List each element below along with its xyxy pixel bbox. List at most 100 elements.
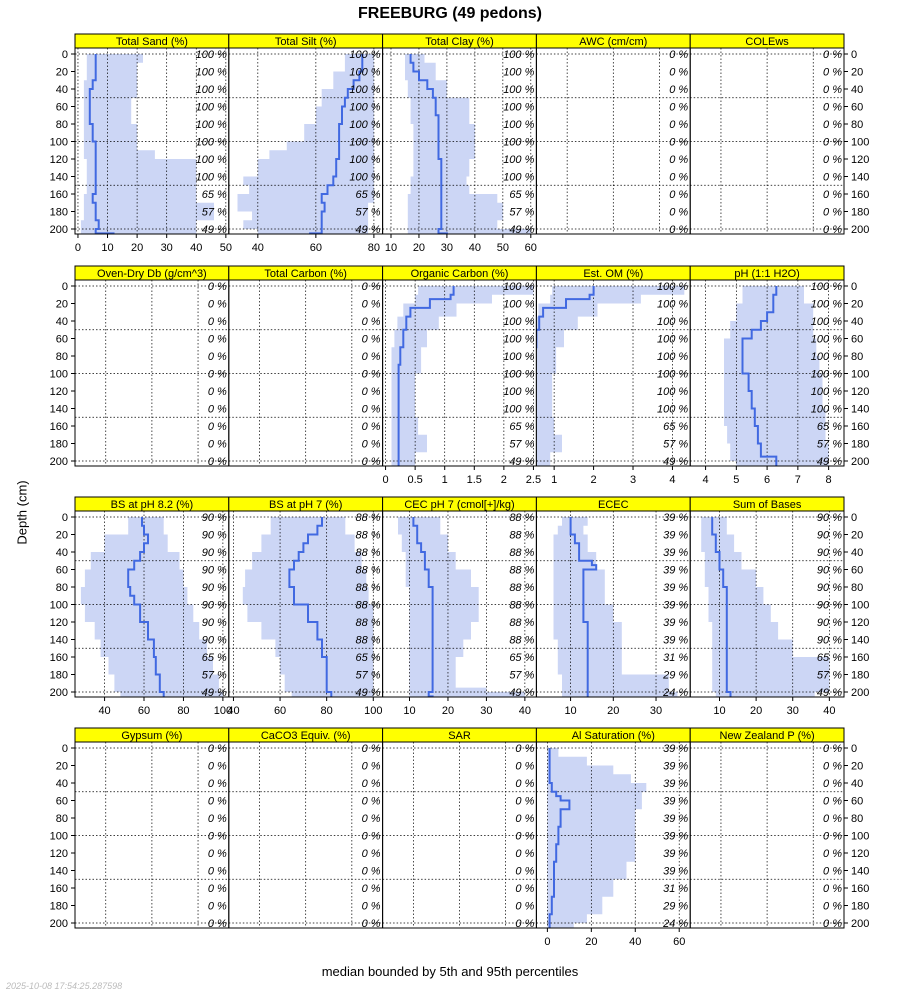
pct-label: 100 % (196, 84, 227, 96)
pct-label: 49 % (817, 456, 842, 468)
pct-label: 57 % (509, 439, 534, 451)
pct-label: 100 % (349, 154, 380, 166)
panel-organic-carbon: Organic Carbon (%)100 %100 %100 %100 %10… (382, 265, 537, 468)
y-tick-label: 40 (851, 547, 863, 559)
pct-label: 49 % (817, 687, 842, 699)
y-tick-label: 140 (50, 404, 68, 416)
pct-label: 0 % (362, 439, 381, 451)
y-tick-label: 120 (851, 617, 869, 629)
pct-label: 0 % (823, 796, 842, 808)
x-tick-label: 40 (823, 705, 835, 717)
x-tick-label: 10 (713, 705, 725, 717)
x-tick-label: 20 (607, 705, 619, 717)
x-tick-label: 20 (442, 705, 454, 717)
pct-label: 100 % (196, 49, 227, 61)
y-tick-label: 80 (56, 119, 68, 131)
y-tick-label: 140 (50, 635, 68, 647)
pct-label: 0 % (823, 761, 842, 773)
y-tick-label: 160 (851, 189, 869, 201)
median-line (88, 54, 115, 234)
x-tick-label: 60 (673, 936, 685, 948)
panel-title: BS at pH 7 (%) (269, 499, 342, 511)
x-tick-label: 2.5 (526, 474, 541, 486)
pct-label: 100 % (811, 281, 842, 293)
pct-label: 88 % (356, 582, 381, 594)
pct-label: 88 % (509, 635, 534, 647)
pct-label: 0 % (823, 831, 842, 843)
pct-label: 100 % (657, 351, 688, 363)
panel-title: COLEws (745, 36, 789, 48)
y-tick-label: 140 (851, 866, 869, 878)
pct-label: 39 % (663, 848, 688, 860)
pct-label: 0 % (208, 299, 227, 311)
pct-label: 57 % (509, 207, 534, 219)
pct-label: 90 % (202, 547, 227, 559)
y-tick-label: 40 (851, 84, 863, 96)
pct-label: 100 % (657, 299, 688, 311)
y-tick-label: 120 (851, 154, 869, 166)
x-tick-label: 20 (413, 242, 425, 254)
y-tick-label: 100 (851, 600, 869, 612)
pct-label: 0 % (208, 439, 227, 451)
median-line (741, 286, 778, 466)
y-tick-label: 40 (851, 316, 863, 328)
pct-label: 0 % (208, 831, 227, 843)
x-tick-label: 80 (321, 705, 333, 717)
pct-label: 0 % (362, 421, 381, 433)
panel-row-2: Oven-Dry Db (g/cm^3)0 %0 %0 %0 %0 %0 %0 … (50, 265, 869, 486)
y-tick-label: 20 (56, 299, 68, 311)
median-line (409, 54, 448, 234)
x-tick-label: 30 (161, 242, 173, 254)
panel-title: AWC (cm/cm) (579, 36, 647, 48)
y-tick-label: 0 (62, 49, 68, 61)
pct-label: 0 % (208, 813, 227, 825)
y-tick-label: 180 (851, 207, 869, 219)
pct-label: 49 % (356, 224, 381, 236)
pct-label: 0 % (823, 49, 842, 61)
y-tick-label: 200 (851, 456, 869, 468)
pct-label: 0 % (208, 386, 227, 398)
pct-label: 0 % (669, 154, 688, 166)
pct-label: 39 % (663, 866, 688, 878)
pct-label: 0 % (362, 351, 381, 363)
pct-label: 0 % (515, 848, 534, 860)
panel-title: pH (1:1 H2O) (734, 268, 799, 280)
pct-label: 0 % (515, 901, 534, 913)
pct-label: 0 % (515, 918, 534, 930)
panel-total-carbon: Total Carbon (%) 0 % 0 % 0 % 0 % 0 % 0 % 0 % 0 %… (228, 265, 384, 468)
y-tick-label: 180 (50, 439, 68, 451)
y-tick-label: 40 (56, 84, 68, 96)
x-tick-label: 40 (190, 242, 202, 254)
y-tick-label: 160 (50, 421, 68, 433)
pct-label: 57 % (817, 439, 842, 451)
median-line (288, 517, 333, 697)
pct-label: 0 % (362, 369, 381, 381)
panel-total-clay: Total Clay (%) 100 % 100 % 100 % 100 % 100 % 1… (382, 33, 537, 236)
pct-label: 0 % (823, 137, 842, 149)
pct-label: 100 % (503, 299, 534, 311)
pct-label: 90 % (202, 617, 227, 629)
pct-label: 100 % (811, 351, 842, 363)
pct-label: 88 % (509, 512, 534, 524)
y-tick-label: 180 (851, 439, 869, 451)
pct-label: 57 % (356, 670, 381, 682)
pct-label: 100 % (657, 404, 688, 416)
pct-label: 0 % (823, 866, 842, 878)
pct-label: 0 % (208, 334, 227, 346)
y-tick-label: 40 (851, 778, 863, 790)
pct-label: 88 % (509, 617, 534, 629)
panel-ph-1-1-h2o: pH (1:1 H2O) 100 % 100 % 100 % 100 % 100 % 100… (689, 265, 845, 468)
pct-label: 100 % (196, 137, 227, 149)
x-tick-label: 2 (591, 474, 597, 486)
pct-label: 0 % (208, 281, 227, 293)
panel-awc-cm-cm: AWC (cm/cm) 0 % 0 % 0 % 0 % 0 % 0 % 0 % 0 % 0 % 0 … (535, 33, 691, 236)
pct-label: 100 % (503, 137, 534, 149)
pct-label: 88 % (356, 600, 381, 612)
y-tick-label: 160 (50, 189, 68, 201)
pct-label: 65 % (509, 189, 534, 201)
pct-label: 100 % (503, 84, 534, 96)
x-tick-label: 40 (252, 242, 264, 254)
pct-label: 0 % (362, 813, 381, 825)
pct-label: 0 % (362, 404, 381, 416)
